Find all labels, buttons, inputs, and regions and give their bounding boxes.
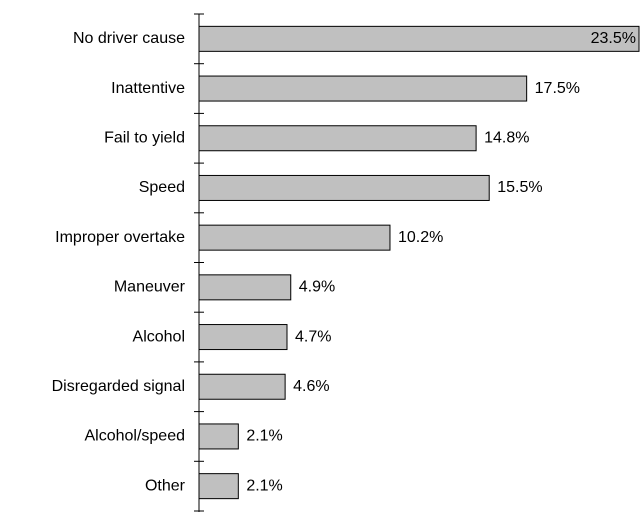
bar xyxy=(198,473,239,500)
value-label: 4.7% xyxy=(295,328,331,345)
bar xyxy=(198,75,528,102)
category-label: Improper overtake xyxy=(55,229,185,246)
value-label: 17.5% xyxy=(535,80,580,97)
value-label: 2.1% xyxy=(246,428,282,445)
bar xyxy=(198,324,288,351)
category-label: Alcohol xyxy=(133,328,185,345)
category-label: No driver cause xyxy=(73,30,185,47)
value-label: 15.5% xyxy=(497,179,542,196)
bar xyxy=(198,423,239,450)
value-label: 23.5% xyxy=(591,30,636,47)
category-label: Other xyxy=(145,477,186,494)
category-label: Speed xyxy=(139,179,185,196)
bar xyxy=(198,224,391,251)
bar xyxy=(198,373,286,400)
category-label: Maneuver xyxy=(114,279,186,296)
value-label: 4.6% xyxy=(293,378,329,395)
bar xyxy=(198,174,490,201)
value-label: 2.1% xyxy=(246,477,282,494)
bar xyxy=(198,25,640,52)
value-label: 4.9% xyxy=(299,279,335,296)
value-label: 14.8% xyxy=(484,129,529,146)
bar xyxy=(198,274,292,301)
category-label: Disregarded signal xyxy=(52,378,185,395)
value-label: 10.2% xyxy=(398,229,443,246)
category-label: Fail to yield xyxy=(104,129,185,146)
bar xyxy=(198,125,477,152)
category-label: Alcohol/speed xyxy=(84,428,185,445)
category-label: Inattentive xyxy=(111,80,185,97)
